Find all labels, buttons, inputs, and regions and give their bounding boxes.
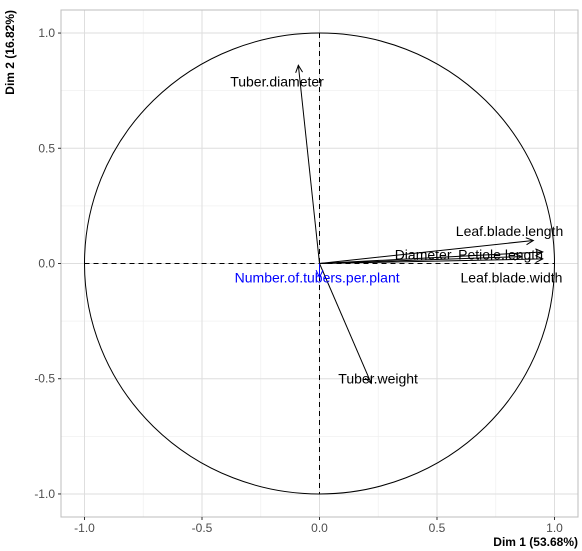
x-axis-ticks: -1.0 -0.5 0.0 0.5 1.0 xyxy=(74,517,563,535)
arrow-petiole-length xyxy=(319,248,544,264)
y-axis-ticks: -1.0 -0.5 0.0 0.5 1.0 xyxy=(34,26,61,501)
variable-arrows xyxy=(295,64,544,385)
x-tick-label: -0.5 xyxy=(192,521,213,535)
label-number-of-tubers-per-plant: Number.of.tubers.per.plant xyxy=(235,269,400,285)
arrow-leaf-blade-length xyxy=(319,237,535,264)
x-tick-label: 0.5 xyxy=(429,521,446,535)
y-tick-label: 1.0 xyxy=(38,26,55,40)
arrow-tuber-diameter xyxy=(295,64,320,264)
y-tick-label: 0.5 xyxy=(38,141,55,155)
arrow-number-of-tubers-per-plant xyxy=(315,263,324,279)
label-leaf-blade-width: Leaf.blade.width xyxy=(461,269,563,285)
x-tick-label: 0.0 xyxy=(311,521,328,535)
y-axis-title: Dim 2 (16.82%) xyxy=(3,10,17,95)
arrow-tuber-weight xyxy=(319,263,373,385)
y-tick-label: -0.5 xyxy=(34,372,55,386)
unit-circle xyxy=(84,32,555,495)
x-axis-title: Dim 1 (53.68%) xyxy=(493,535,578,549)
x-tick-label: -1.0 xyxy=(74,521,95,535)
label-tuber-diameter: Tuber.diameter xyxy=(230,73,324,89)
label-leaf-blade-length: Leaf.blade.length xyxy=(456,223,563,239)
label-diameter: Diameter xyxy=(395,246,452,262)
label-petiole-length: Petiole.length xyxy=(458,246,543,262)
arrow-leaf-blade-width xyxy=(319,255,544,264)
label-tuber-weight: Tuber.weight xyxy=(338,371,418,387)
correlation-circle xyxy=(84,32,555,495)
x-tick-label: 1.0 xyxy=(546,521,563,535)
y-tick-label: -1.0 xyxy=(34,487,55,501)
y-tick-label: 0.0 xyxy=(38,257,55,271)
